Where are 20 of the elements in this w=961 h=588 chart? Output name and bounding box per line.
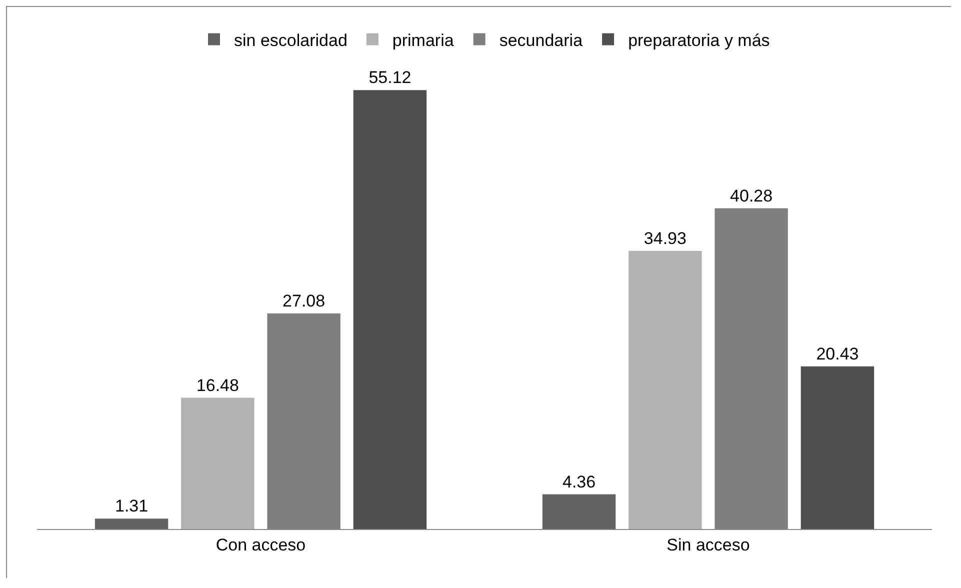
data-label: 40.28 (730, 186, 773, 206)
bar (94, 518, 168, 529)
data-label: 27.08 (282, 291, 326, 310)
bar (353, 90, 427, 529)
legend-label: primaria (392, 30, 454, 50)
data-label: 55.12 (368, 68, 412, 88)
x-tick-label: Sin acceso (666, 535, 750, 554)
data-label: 1.31 (114, 496, 148, 516)
bar (181, 398, 254, 529)
legend-label: secundaria (499, 30, 584, 50)
data-label: 4.36 (562, 472, 596, 492)
legend-label: preparatoria y más (628, 30, 770, 50)
legend-label: sin escolaridad (234, 30, 348, 50)
data-label: 20.43 (816, 344, 859, 364)
bar (628, 250, 702, 529)
x-tick-label: Con acceso (216, 535, 306, 554)
data-label: 16.48 (196, 376, 239, 395)
bar (542, 494, 616, 529)
bar (800, 366, 874, 529)
data-label: 34.93 (644, 228, 686, 248)
